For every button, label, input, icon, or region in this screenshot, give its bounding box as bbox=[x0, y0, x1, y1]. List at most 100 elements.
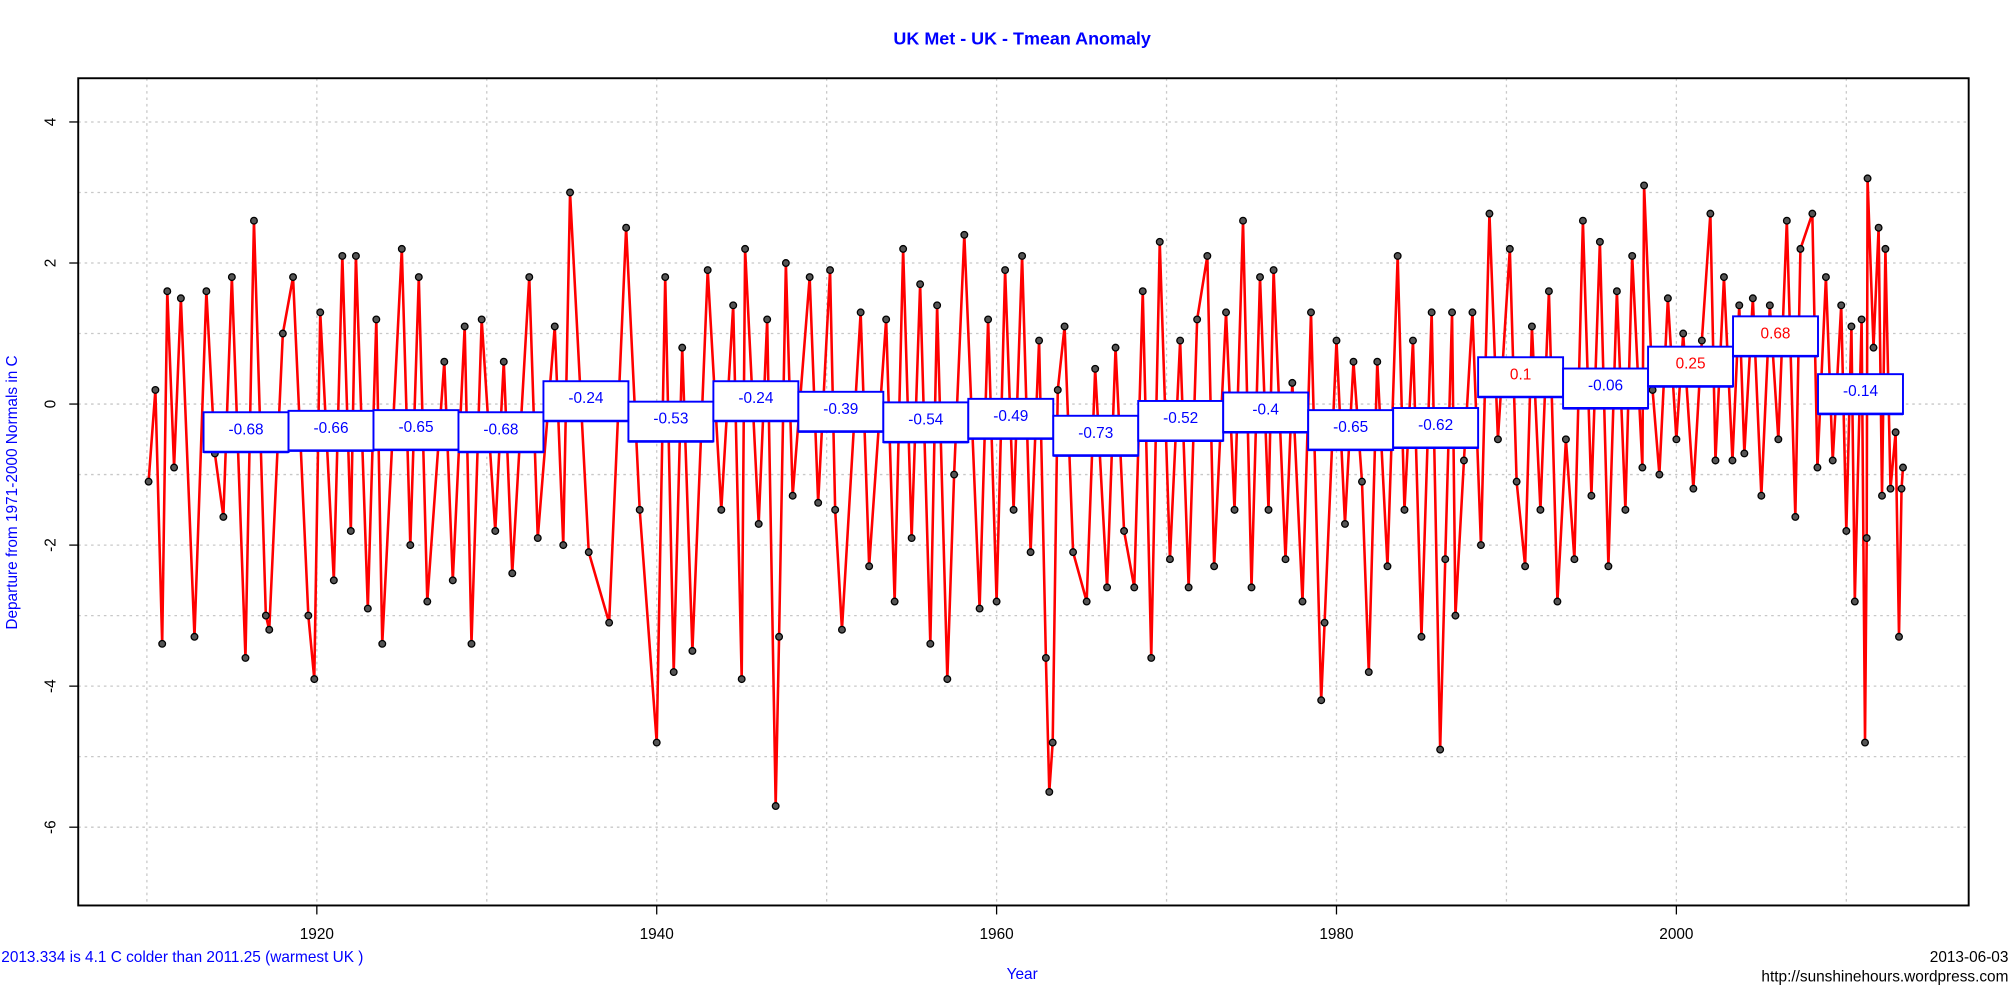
data-point bbox=[1307, 308, 1315, 317]
data-point bbox=[1527, 322, 1536, 331]
data-point bbox=[1595, 237, 1604, 246]
data-point bbox=[1897, 484, 1906, 493]
mean-label: -0.73 bbox=[1078, 425, 1113, 442]
data-point bbox=[1640, 181, 1649, 190]
y-tick-label: 0 bbox=[42, 400, 59, 409]
data-point bbox=[249, 216, 258, 225]
data-point bbox=[826, 266, 835, 275]
data-point bbox=[559, 541, 568, 550]
data-point bbox=[1878, 491, 1886, 500]
data-point bbox=[926, 639, 935, 648]
data-point bbox=[933, 301, 942, 310]
data-point bbox=[1281, 555, 1290, 564]
data-point bbox=[1120, 527, 1129, 535]
data-point bbox=[1672, 435, 1681, 444]
data-point bbox=[1269, 266, 1278, 275]
data-point bbox=[831, 505, 840, 514]
data-point bbox=[219, 512, 228, 521]
data-point bbox=[1821, 273, 1830, 282]
data-point bbox=[1210, 562, 1219, 571]
data-point bbox=[533, 534, 542, 543]
mean-label: -0.62 bbox=[1418, 417, 1453, 434]
data-point bbox=[265, 625, 274, 634]
data-point bbox=[508, 569, 517, 578]
mean-label: 0.25 bbox=[1676, 356, 1706, 373]
mean-label: -0.24 bbox=[738, 390, 773, 407]
data-point bbox=[741, 244, 750, 253]
data-point bbox=[1184, 583, 1193, 592]
data-point bbox=[1155, 237, 1164, 246]
data-point bbox=[440, 357, 449, 366]
mean-label: -0.68 bbox=[483, 421, 518, 438]
data-point bbox=[584, 548, 593, 557]
data-point bbox=[1869, 343, 1878, 352]
data-point bbox=[1604, 562, 1613, 571]
data-point bbox=[1740, 449, 1749, 458]
data-point bbox=[1791, 512, 1800, 521]
data-point bbox=[1612, 287, 1621, 296]
data-point bbox=[1230, 505, 1239, 514]
data-point bbox=[1130, 583, 1139, 592]
mean-box bbox=[882, 401, 970, 444]
data-point bbox=[1862, 534, 1871, 543]
mean-label: -0.68 bbox=[229, 421, 264, 438]
data-point bbox=[1069, 548, 1078, 557]
data-point bbox=[1857, 315, 1866, 324]
data-point bbox=[1765, 301, 1774, 310]
data-point bbox=[1874, 223, 1883, 232]
data-point bbox=[856, 308, 865, 317]
data-point bbox=[1001, 266, 1010, 275]
data-point bbox=[1091, 364, 1100, 373]
data-point bbox=[278, 329, 287, 338]
data-point bbox=[1111, 343, 1120, 352]
data-point bbox=[448, 576, 457, 585]
data-point bbox=[1165, 555, 1174, 564]
data-point bbox=[1476, 541, 1485, 550]
data-point bbox=[890, 597, 899, 606]
data-point bbox=[1373, 357, 1382, 366]
mean-label: -0.52 bbox=[1163, 410, 1198, 427]
data-point bbox=[729, 301, 738, 310]
data-point bbox=[1505, 244, 1514, 253]
data-point bbox=[525, 273, 534, 282]
data-point bbox=[763, 315, 772, 324]
data-point bbox=[635, 505, 644, 514]
mean-label: -0.53 bbox=[653, 411, 688, 428]
data-point bbox=[950, 470, 959, 479]
data-point bbox=[1176, 336, 1185, 345]
data-point bbox=[717, 505, 726, 514]
data-point bbox=[899, 244, 908, 253]
data-point bbox=[1587, 491, 1596, 500]
mean-label: -0.65 bbox=[1333, 419, 1368, 436]
mean-label: 0.1 bbox=[1510, 366, 1531, 383]
data-point bbox=[1719, 273, 1728, 282]
data-point bbox=[1706, 209, 1715, 218]
mean-box bbox=[1732, 315, 1819, 358]
data-point bbox=[170, 463, 179, 472]
data-point bbox=[1041, 653, 1050, 662]
data-point bbox=[1861, 738, 1869, 747]
data-point bbox=[1332, 336, 1341, 345]
data-point bbox=[329, 576, 338, 585]
data-point bbox=[1193, 315, 1202, 324]
data-point bbox=[227, 273, 236, 282]
y-axis-label: Departure from 1971-2000 Normals in C bbox=[4, 355, 21, 629]
data-point bbox=[1570, 555, 1579, 564]
data-point bbox=[1850, 597, 1859, 606]
mean-box bbox=[542, 380, 630, 422]
data-point bbox=[316, 308, 325, 317]
data-point bbox=[1009, 505, 1018, 514]
data-point bbox=[737, 675, 746, 684]
data-point bbox=[158, 639, 167, 648]
data-point bbox=[805, 273, 814, 282]
data-point bbox=[163, 287, 172, 296]
data-point bbox=[1689, 484, 1698, 493]
data-point bbox=[1436, 745, 1445, 754]
data-point bbox=[1427, 308, 1436, 317]
data-point bbox=[837, 625, 846, 634]
data-point bbox=[1899, 463, 1907, 472]
data-point bbox=[1045, 787, 1054, 796]
data-point bbox=[984, 315, 993, 324]
data-point bbox=[338, 251, 347, 260]
data-point bbox=[1847, 322, 1856, 331]
